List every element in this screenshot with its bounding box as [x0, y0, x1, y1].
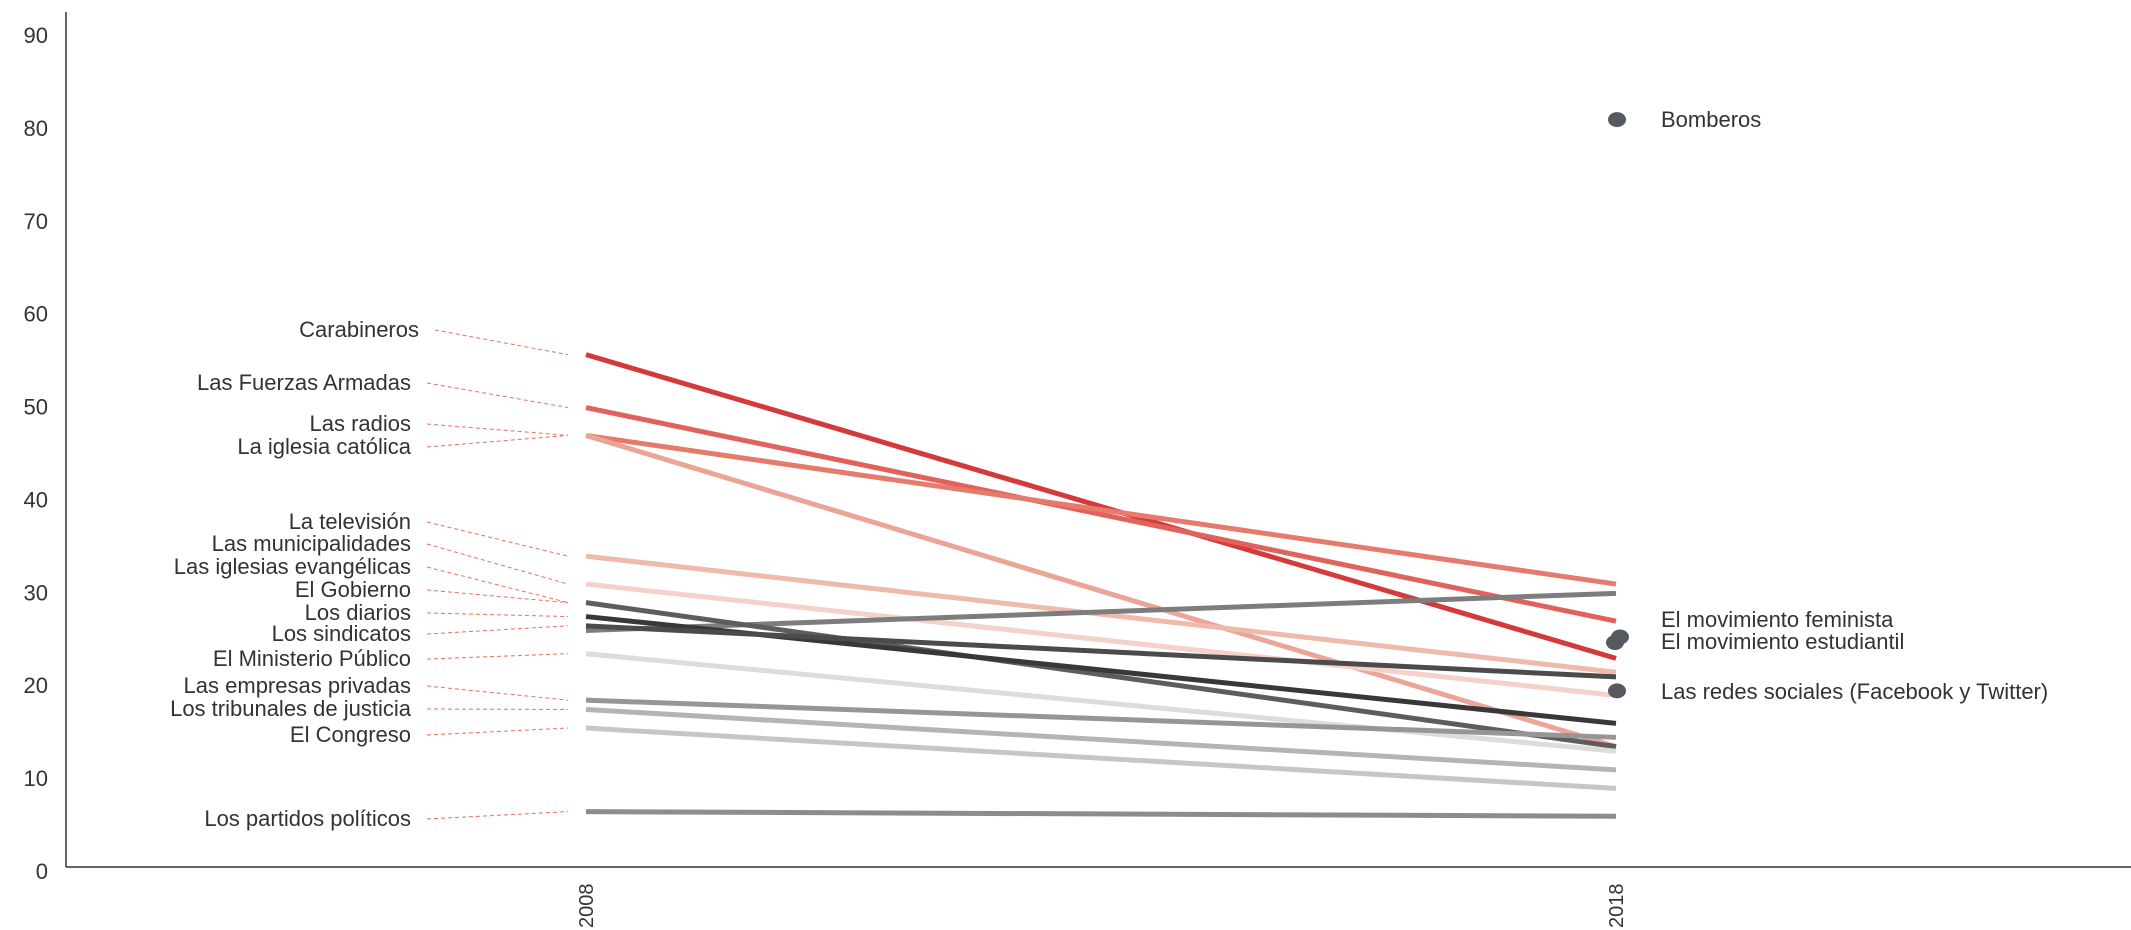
series-line-el-congreso — [585, 725, 1617, 791]
series-label-los-tribunales-de-justicia: Los tribunales de justicia — [170, 696, 412, 721]
point-el-movimiento-estudiantil — [1606, 635, 1624, 651]
x-tick-label-2018: 2018 — [1606, 884, 1628, 929]
series-line-los-partidos-politicos — [585, 809, 1617, 819]
label-leaders — [426, 329, 569, 820]
series-line-los-tribunales-de-justicia — [585, 706, 1617, 773]
y-tick-labels: 0 10 20 30 40 50 60 70 80 90 — [24, 23, 48, 884]
y-tick-label-80: 80 — [24, 116, 48, 141]
leader-las-municipalidades — [426, 543, 569, 585]
y-tick-label-70: 70 — [24, 209, 48, 234]
series-line-el-ministerio-publico — [585, 651, 1617, 754]
x-tick-label-2008: 2008 — [576, 884, 598, 929]
point-las-redes-sociales-facebook-y-twitter — [1608, 683, 1626, 699]
leader-las-fuerzas-armadas — [426, 382, 569, 409]
series-label-las-radios: Las radios — [309, 411, 411, 436]
leader-el-ministerio-publico — [426, 653, 569, 660]
leader-los-diarios — [426, 612, 569, 618]
axes — [65, 12, 2131, 868]
leader-el-gobierno — [426, 589, 569, 604]
series-label-carabineros: Carabineros — [299, 317, 419, 342]
x-tick-labels: 2008 2018 — [576, 884, 1628, 929]
series-label-el-ministerio-publico: El Ministerio Público — [213, 646, 411, 671]
series-label-los-diarios: Los diarios — [305, 600, 411, 625]
leader-la-iglesia-catolica — [426, 434, 569, 448]
y-tick-label-20: 20 — [24, 673, 48, 698]
leader-carabineros — [434, 329, 569, 356]
series-line-las-fuerzas-armadas — [585, 405, 1617, 624]
leader-las-iglesias-evangelicas — [426, 566, 569, 604]
series-line-las-empresas-privadas — [585, 697, 1617, 740]
series-lines — [585, 352, 1617, 819]
y-tick-label-40: 40 — [24, 487, 48, 512]
series-labels: Carabineros Las Fuerzas Armadas Las radios… — [170, 317, 419, 831]
point-label-el-movimiento-estudiantil: El movimiento estudiantil — [1661, 629, 1904, 654]
series-label-el-congreso: El Congreso — [290, 722, 411, 747]
series-label-el-gobierno: El Gobierno — [295, 577, 411, 602]
point-label-las-redes-sociales-facebook-y-twitter: Las redes sociales (Facebook y Twitter) — [1661, 679, 2048, 704]
series-line-las-radios — [585, 432, 1617, 587]
leader-el-congreso — [426, 727, 569, 736]
point-label-el-movimiento-feminista: El movimiento feminista — [1661, 607, 1894, 632]
series-label-los-sindicatos: Los sindicatos — [272, 621, 411, 646]
y-tick-label-10: 10 — [24, 766, 48, 791]
series-label-los-partidos-politicos: Los partidos políticos — [204, 806, 411, 831]
series-line-el-gobierno — [585, 600, 1617, 750]
y-tick-label-0: 0 — [36, 859, 48, 884]
series-label-la-iglesia-catolica: La iglesia católica — [237, 434, 411, 459]
series-label-las-municipalidades: Las municipalidades — [212, 531, 411, 556]
series-label-la-television: La televisión — [289, 509, 411, 534]
leader-las-empresas-privadas — [426, 685, 569, 701]
y-tick-label-90: 90 — [24, 23, 48, 48]
series-label-las-fuerzas-armadas: Las Fuerzas Armadas — [197, 370, 411, 395]
y-tick-label-60: 60 — [24, 302, 48, 327]
series-label-las-empresas-privadas: Las empresas privadas — [184, 673, 411, 698]
point-bomberos — [1608, 112, 1626, 128]
series-line-la-iglesia-catolica — [585, 433, 1617, 749]
leader-los-partidos-politicos — [426, 811, 569, 820]
series-label-las-iglesias-evangelicas: Las iglesias evangélicas — [174, 554, 411, 579]
leader-la-television — [426, 521, 569, 557]
y-tick-label-50: 50 — [24, 395, 48, 420]
series-line-carabineros — [585, 352, 1617, 661]
point-label-bomberos: Bomberos — [1661, 107, 1761, 132]
series-line-las-municipalidades — [585, 581, 1617, 698]
y-tick-label-30: 30 — [24, 580, 48, 605]
leader-los-sindicatos — [426, 625, 569, 635]
series-line-los-sindicatos — [585, 623, 1617, 680]
leader-las-radios — [426, 423, 569, 436]
